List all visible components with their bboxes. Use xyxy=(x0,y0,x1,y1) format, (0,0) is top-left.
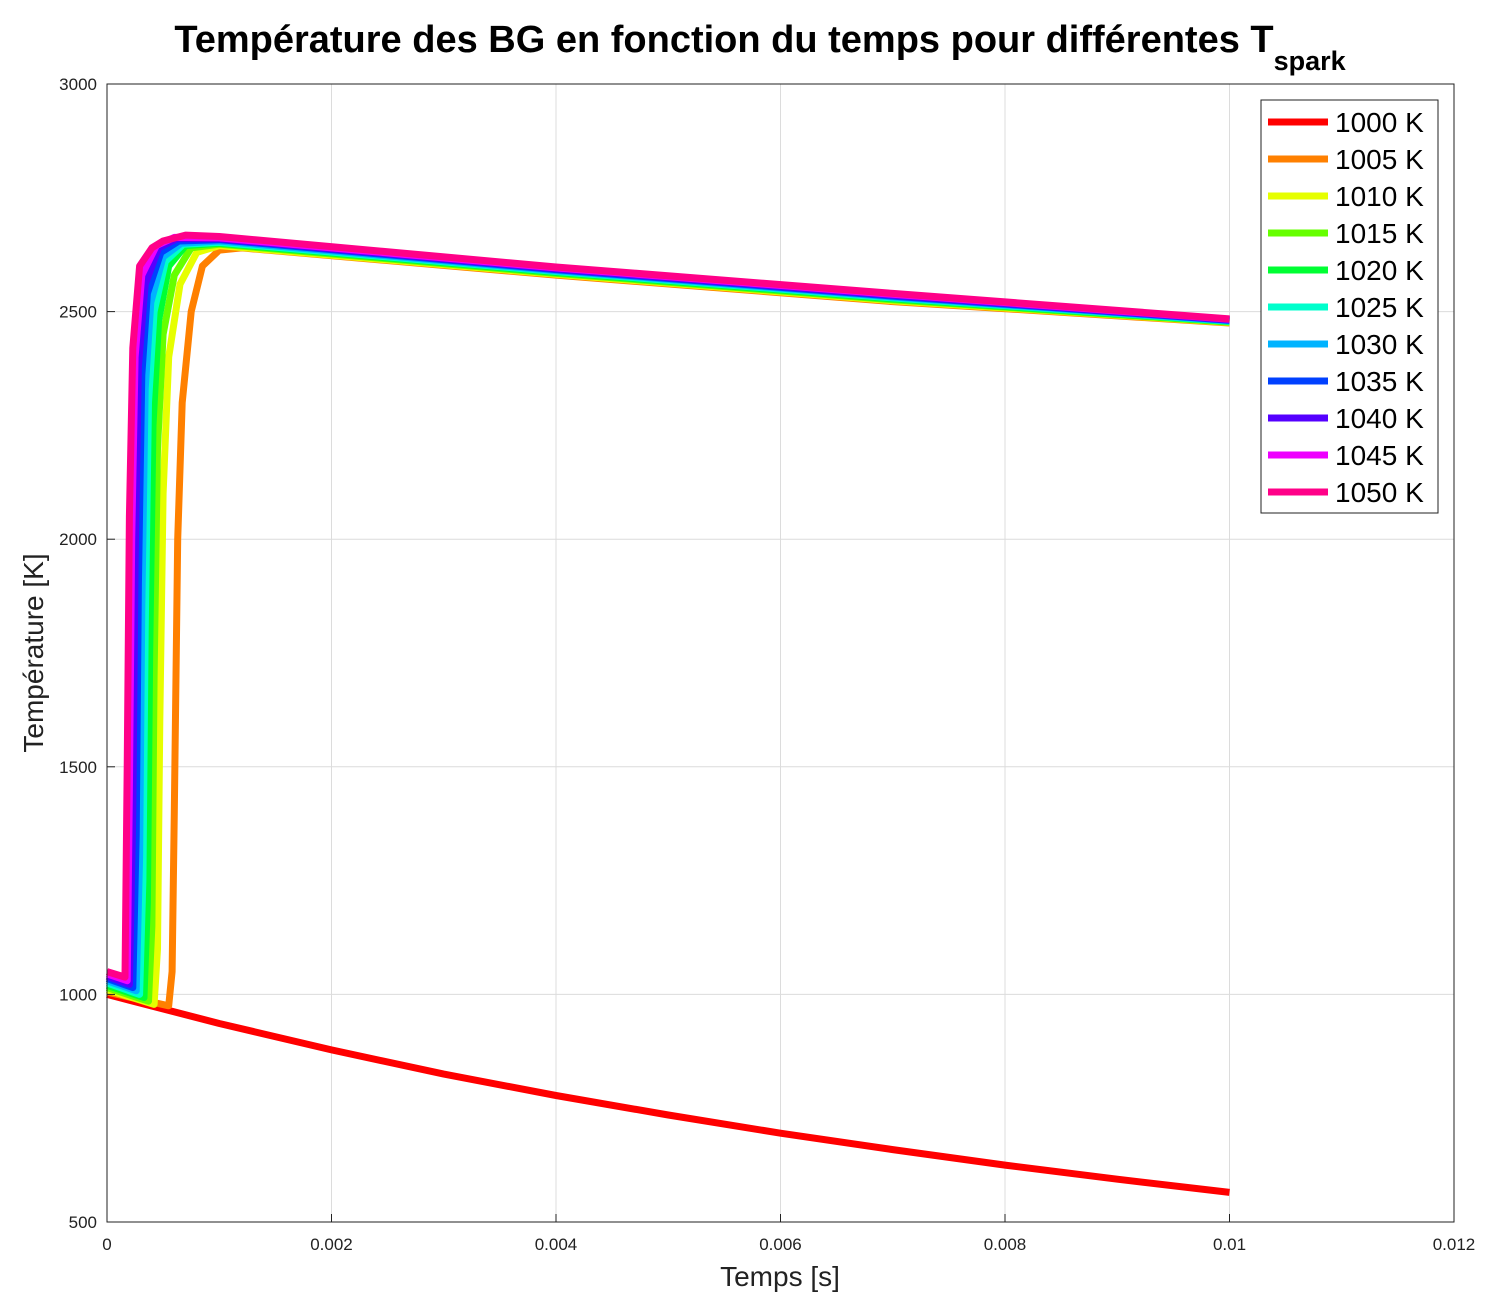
legend-label: 1045 K xyxy=(1335,440,1424,471)
legend-label: 1025 K xyxy=(1335,292,1424,323)
series-line-2 xyxy=(105,242,1230,1008)
y-tick-label: 2000 xyxy=(59,530,97,549)
series-line-6 xyxy=(105,237,1230,995)
series-line-1 xyxy=(106,244,1230,1010)
y-axis-label: Température [K] xyxy=(18,553,49,752)
x-axis-label: Temps [s] xyxy=(720,1261,840,1292)
x-tick-label: 0.006 xyxy=(759,1235,802,1254)
series-line-5 xyxy=(105,238,1230,998)
series-line-10 xyxy=(105,231,1230,981)
series-line-3 xyxy=(105,240,1230,1005)
y-tick-label: 1000 xyxy=(59,985,97,1004)
x-tick-label: 0.01 xyxy=(1213,1235,1246,1254)
legend-label: 1010 K xyxy=(1335,181,1424,212)
x-tick-label: 0 xyxy=(102,1235,111,1254)
tick-layer: 0 0.002 0.004 0.006 0.008 0.01 0.012 500 1000 150… xyxy=(59,75,1475,1254)
legend-label: 1000 K xyxy=(1335,107,1424,138)
series-line-0 xyxy=(106,991,1230,1196)
chart-title-main: Température des BG en fonction du temps … xyxy=(174,19,1273,61)
y-tick-label: 500 xyxy=(69,1213,97,1232)
legend-label: 1050 K xyxy=(1335,477,1424,508)
y-tick-label: 3000 xyxy=(59,75,97,94)
series-layer xyxy=(105,231,1230,1196)
x-tick-label: 0.004 xyxy=(535,1235,578,1254)
legend-label: 1040 K xyxy=(1335,403,1424,434)
chart-title-subscript: spark xyxy=(1274,46,1347,76)
series-line-7 xyxy=(105,236,1230,992)
chart-title: Température des BG en fonction du temps … xyxy=(174,19,1346,76)
legend-label: 1030 K xyxy=(1335,329,1424,360)
legend-entries: 1000 K 1005 K 1010 K 1015 K 1020 K 1025 K 1030… xyxy=(1268,107,1424,508)
series-line-4 xyxy=(105,239,1230,1002)
series-line-8 xyxy=(105,235,1230,988)
legend: 1000 K 1005 K 1010 K 1015 K 1020 K 1025 K 1030… xyxy=(1260,99,1439,514)
legend-label: 1015 K xyxy=(1335,218,1424,249)
legend-label: 1020 K xyxy=(1335,255,1424,286)
legend-label: 1005 K xyxy=(1335,144,1424,175)
y-tick-label: 2500 xyxy=(59,303,97,322)
y-tick-label: 1500 xyxy=(59,758,97,777)
x-tick-label: 0.012 xyxy=(1433,1235,1476,1254)
legend-label: 1035 K xyxy=(1335,366,1424,397)
x-tick-label: 0.008 xyxy=(984,1235,1027,1254)
x-tick-label: 0.002 xyxy=(310,1235,353,1254)
series-line-9 xyxy=(105,233,1230,985)
